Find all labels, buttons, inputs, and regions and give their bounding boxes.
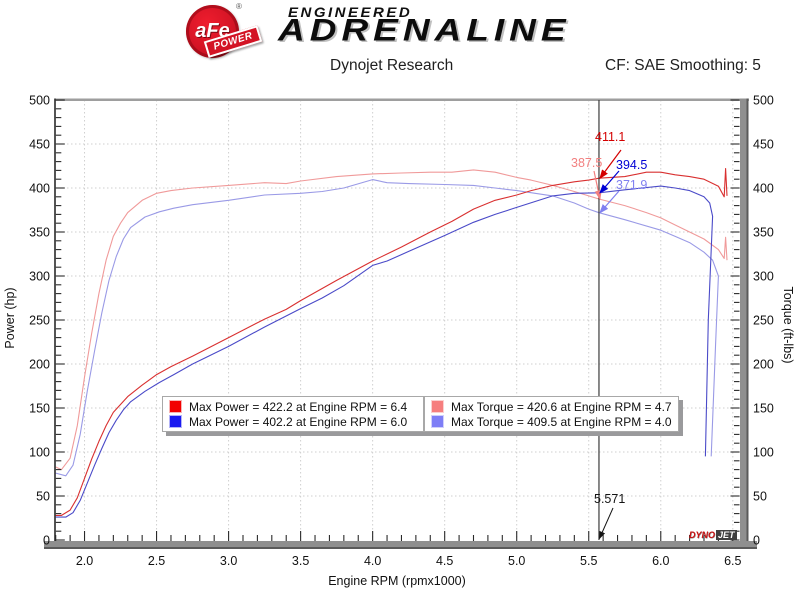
- y-left-tick-label: 250: [29, 314, 50, 328]
- y-right-tick-label: 450: [753, 138, 774, 152]
- legend-label: Max Power = 422.2 at Engine RPM = 6.4: [189, 399, 408, 414]
- x-tick-label: 5.5: [580, 554, 597, 568]
- legend-label: Max Torque = 420.6 at Engine RPM = 4.7: [451, 399, 672, 414]
- bottom-axis-bar: [44, 541, 757, 549]
- x-tick-label: 2.0: [76, 554, 93, 568]
- cursor-readout-torque-red: 387.5: [571, 156, 603, 170]
- cursor-arrow-rpm: [599, 507, 614, 540]
- x-axis-title: Engine RPM (rpmx1000): [328, 574, 466, 588]
- right-axis-bar-edge: [746, 98, 749, 549]
- y-left-tick-label: 450: [29, 138, 50, 152]
- y-right-axis-title: Torque (ft-lbs): [781, 286, 795, 363]
- legend-power: Max Power = 422.2 at Engine RPM = 6.4 Ma…: [162, 396, 424, 432]
- y-left-axis-title: Power (hp): [3, 287, 17, 348]
- cursor-arrow-torque-blue: [599, 190, 620, 214]
- legend-swatch-power-red: [169, 400, 182, 413]
- curve-torque-red: [55, 169, 728, 471]
- right-axis-bar: [740, 98, 749, 549]
- y-right-tick-label: 350: [753, 226, 774, 240]
- y-left-tick-label: 150: [29, 402, 50, 416]
- x-tick-label: 5.0: [508, 554, 525, 568]
- y-right-tick-label: 150: [753, 402, 774, 416]
- dynojet-logo: DYNO JET: [689, 530, 737, 540]
- y-left-tick-label: 100: [29, 446, 50, 460]
- y-right-tick-label: 200: [753, 358, 774, 372]
- cursor-readout-power-red: 411.1: [595, 130, 626, 144]
- registered-mark: ®: [236, 2, 242, 11]
- y-right-tick-label: 500: [753, 94, 774, 108]
- dynojet-research-title: Dynojet Research: [330, 57, 454, 74]
- legend-torque: Max Torque = 420.6 at Engine RPM = 4.7 M…: [424, 396, 679, 432]
- legend-row: Max Power = 422.2 at Engine RPM = 6.4: [163, 399, 423, 414]
- cursor-readout-torque-blue: 371.9: [616, 178, 648, 192]
- legend-row: Max Torque = 409.5 at Engine RPM = 4.0: [425, 414, 678, 429]
- x-tick-label: 2.5: [148, 554, 165, 568]
- curve-torque-blue: [55, 179, 719, 477]
- dynojet-logo-jet: JET: [716, 530, 737, 540]
- y-left-tick-label: 0: [43, 534, 50, 548]
- brand-engineered: ENGINEERED: [288, 4, 413, 21]
- y-right-tick-label: 0: [753, 534, 760, 548]
- y-left-tick-label: 200: [29, 358, 50, 372]
- legend-swatch-torque-red: [431, 400, 444, 413]
- x-tick-label: 3.0: [220, 554, 237, 568]
- y-left-tick-label: 50: [36, 490, 50, 504]
- cursor-arrow-torque-red: [593, 170, 602, 201]
- legend-label: Max Torque = 409.5 at Engine RPM = 4.0: [451, 414, 672, 429]
- legend-row: Max Torque = 420.6 at Engine RPM = 4.7: [425, 399, 678, 414]
- y-right-tick-label: 100: [753, 446, 774, 460]
- y-left-tick-label: 300: [29, 270, 50, 284]
- cursor-arrow-power-blue: [599, 170, 620, 194]
- legend-row: Max Power = 402.2 at Engine RPM = 6.0: [163, 414, 423, 429]
- cursor-arrow-power-red: [599, 149, 622, 180]
- correction-factor-label: CF: SAE Smoothing: 5: [605, 57, 761, 74]
- y-right-tick-label: 250: [753, 314, 774, 328]
- legend-label: Max Power = 402.2 at Engine RPM = 6.0: [189, 414, 408, 429]
- x-tick-label: 4.5: [436, 554, 453, 568]
- curve-power-blue: [55, 185, 714, 518]
- y-right-tick-label: 300: [753, 270, 774, 284]
- x-tick-label: 6.5: [724, 554, 741, 568]
- y-right-tick-label: 400: [753, 182, 774, 196]
- dynojet-logo-dyno: DYNO: [689, 530, 716, 540]
- plot-top-border: [55, 98, 749, 101]
- legend-swatch-power-blue: [169, 415, 182, 428]
- y-left-tick-label: 500: [29, 94, 50, 108]
- y-left-tick-label: 400: [29, 182, 50, 196]
- y-right-tick-label: 50: [753, 490, 767, 504]
- x-tick-label: 6.0: [652, 554, 669, 568]
- x-tick-label: 4.0: [364, 554, 381, 568]
- x-tick-label: 3.5: [292, 554, 309, 568]
- bottom-axis-bar-edge: [44, 547, 757, 549]
- legend-swatch-torque-blue: [431, 415, 444, 428]
- brand-adrenaline: ADRENALINE: [278, 12, 571, 48]
- cursor-readout-power-blue: 394.5: [616, 158, 648, 172]
- y-left-tick-label: 350: [29, 226, 50, 240]
- curve-power-red: [55, 167, 728, 516]
- cursor-rpm-label: 5.571: [594, 492, 626, 506]
